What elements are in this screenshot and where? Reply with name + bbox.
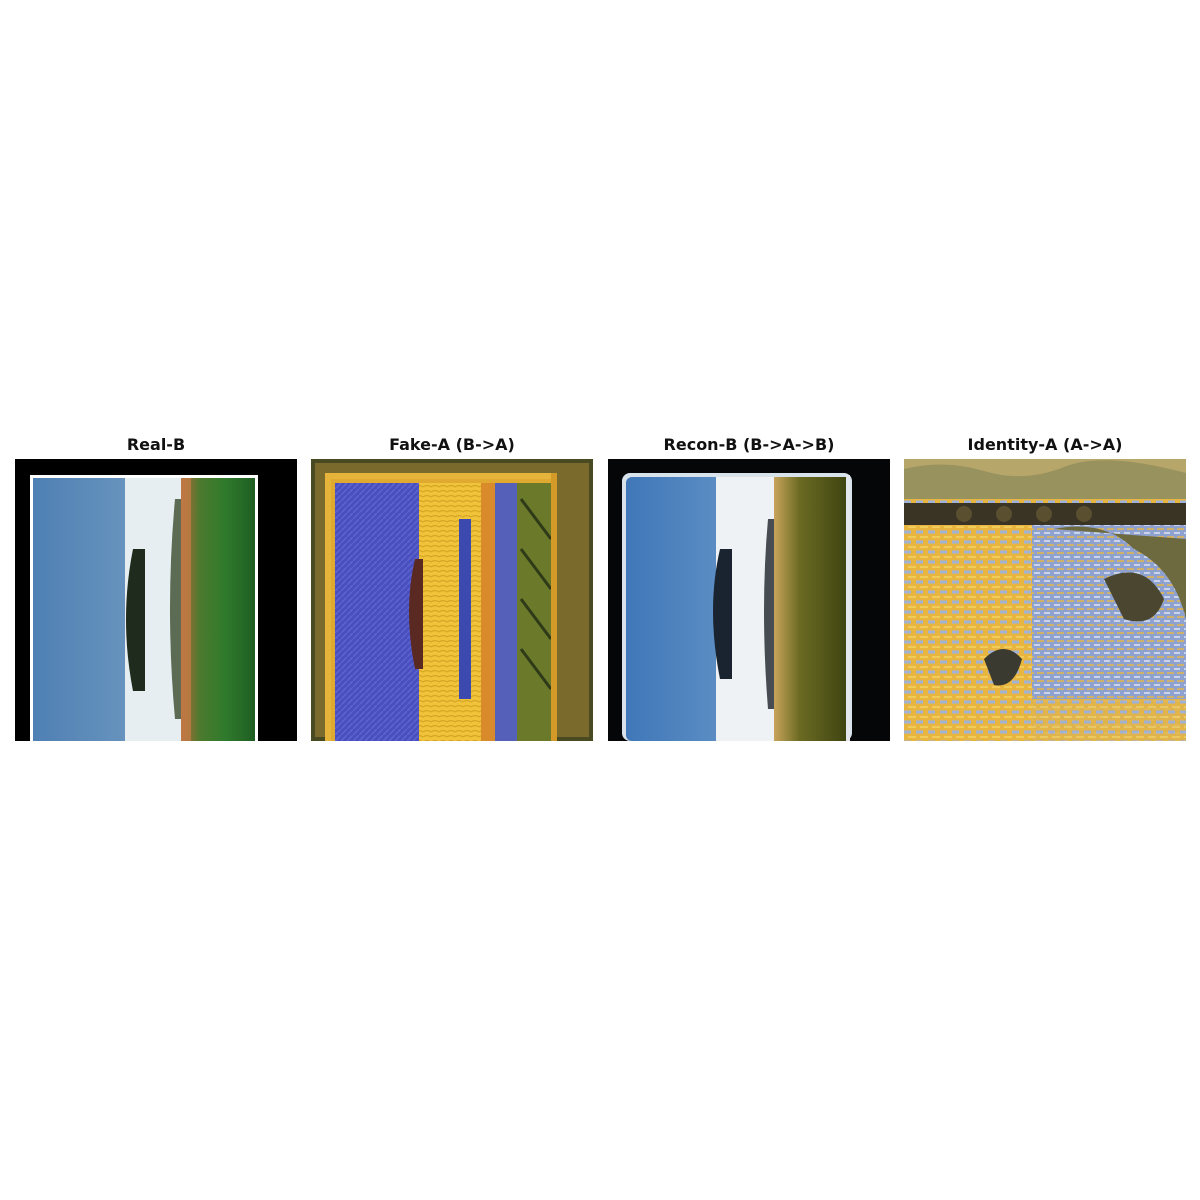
panel-title: Identity-A (A->A) (967, 435, 1123, 454)
image-fake-a (311, 459, 593, 741)
panel-recon-b: Recon-B (B->A->B) (608, 430, 890, 741)
panel-title: Recon-B (B->A->B) (663, 435, 835, 454)
image-recon-b (608, 459, 890, 741)
panel-title: Fake-A (B->A) (389, 435, 515, 454)
panel-real-b: Real-B (15, 430, 297, 741)
panel-fake-a: Fake-A (B->A) (311, 430, 593, 741)
panel-title: Real-B (126, 435, 186, 454)
image-real-b (15, 459, 297, 741)
panel-identity-a: Identity-A (A->A) (904, 430, 1186, 741)
image-identity-a (904, 459, 1186, 741)
